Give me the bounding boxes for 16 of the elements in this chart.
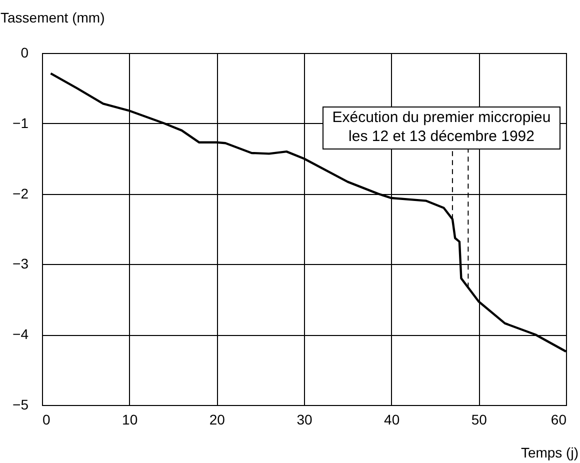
y-tick-label: 0 bbox=[20, 44, 29, 60]
x-tick-label: 0 bbox=[42, 412, 50, 428]
y-axis-title: Tassement (mm) bbox=[0, 10, 105, 26]
x-axis-title: Temps (j) bbox=[520, 444, 578, 460]
x-tick-label: 40 bbox=[384, 412, 400, 428]
y-tick-label: −2 bbox=[12, 185, 29, 202]
y-tick-label: −3 bbox=[12, 256, 29, 272]
x-tick-label: 30 bbox=[296, 412, 312, 428]
annotation: Exécution du premier miccropieu les 12 et 13 décembre 1992 bbox=[332, 109, 551, 145]
x-tick-label: 50 bbox=[471, 412, 488, 428]
x-tick-label: 60 bbox=[550, 412, 567, 428]
y-tick-label: −1 bbox=[12, 114, 29, 131]
x-tick-label: 20 bbox=[209, 412, 226, 428]
y-tick-label: −5 bbox=[12, 396, 29, 412]
y-tick-label: −4 bbox=[12, 326, 29, 342]
x-tick-label: 10 bbox=[122, 412, 138, 428]
